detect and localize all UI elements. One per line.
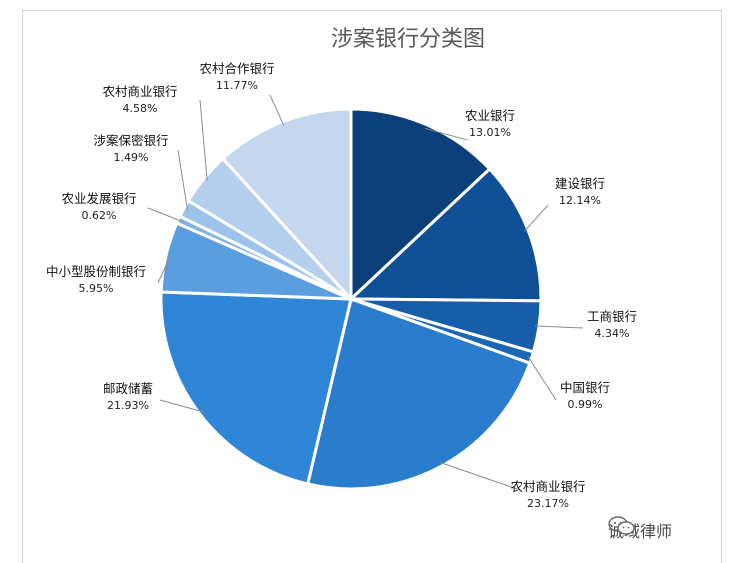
slice-label: 中小型股份制银行 — [46, 264, 146, 279]
pie-slice — [159, 290, 353, 486]
wechat-icon — [608, 516, 635, 535]
slice-label: 农业发展银行 — [61, 191, 136, 206]
pie-slice — [305, 297, 532, 491]
slice-percent-label: 0.99% — [568, 398, 603, 411]
slice-label: 工商银行 — [587, 309, 637, 324]
pie-slice — [349, 107, 492, 303]
leader-line — [424, 127, 468, 141]
leader-line — [177, 149, 188, 211]
leader-line — [439, 461, 521, 491]
chart-title: 涉案银行分类图 — [331, 27, 485, 52]
pie-slice — [347, 166, 543, 303]
slice-label: 农村商业银行 — [510, 479, 585, 494]
slice-percent-label: 21.93% — [107, 399, 149, 412]
slice-percent-label: 5.95% — [79, 282, 114, 295]
leader-line — [534, 325, 584, 329]
slice-percent-label: 11.77% — [216, 79, 258, 92]
leader-line — [159, 399, 204, 413]
slice-label: 邮政储蓄 — [103, 381, 153, 396]
leader-line — [527, 356, 557, 401]
leader-line — [147, 207, 183, 222]
slice-percent-label: 4.34% — [595, 327, 630, 340]
slice-label: 农村合作银行 — [199, 61, 274, 76]
leader-line — [269, 94, 285, 126]
slice-label: 农业银行 — [465, 108, 515, 123]
slice-label: 中国银行 — [560, 380, 610, 395]
slice-percent-label: 0.62% — [82, 209, 117, 222]
slice-percent-label: 23.17% — [527, 497, 569, 510]
slice-label: 建设银行 — [555, 176, 605, 191]
leader-line — [523, 204, 549, 232]
slice-percent-label: 12.14% — [559, 194, 601, 207]
leader-line — [199, 99, 208, 182]
slice-percent-label: 13.01% — [469, 126, 511, 139]
slice-percent-label: 4.58% — [123, 102, 158, 115]
slice-label: 涉案保密银行 — [93, 133, 168, 148]
slice-percent-label: 1.49% — [114, 151, 149, 164]
slice-label: 农村商业银行 — [102, 84, 177, 99]
watermark: 诚域律师 — [608, 516, 672, 544]
leader-line — [157, 257, 171, 284]
chart-frame — [22, 10, 722, 563]
